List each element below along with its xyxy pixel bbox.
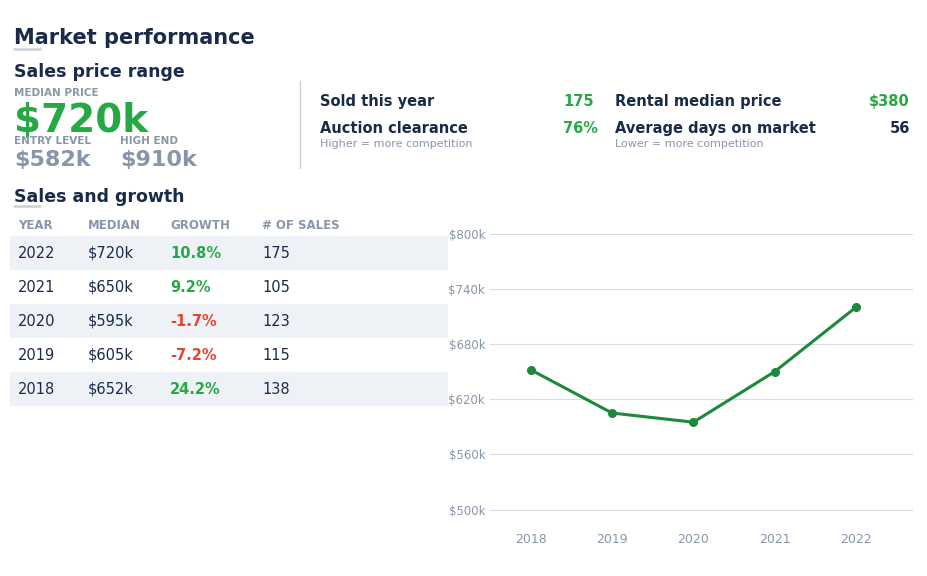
Text: Higher = more competition: Higher = more competition <box>320 139 473 149</box>
Text: 9.2%: 9.2% <box>170 279 210 294</box>
Text: Sold this year: Sold this year <box>320 94 434 109</box>
Text: MEDIAN PRICE: MEDIAN PRICE <box>14 88 98 98</box>
Text: $910k: $910k <box>120 150 197 170</box>
Text: Lower = more competition: Lower = more competition <box>615 139 764 149</box>
Text: -1.7%: -1.7% <box>170 313 217 328</box>
Text: 2022: 2022 <box>18 245 56 260</box>
Text: 24.2%: 24.2% <box>170 381 221 396</box>
Text: $650k: $650k <box>88 279 133 294</box>
Text: Auction clearance: Auction clearance <box>320 121 468 136</box>
Text: GROWTH: GROWTH <box>170 219 230 232</box>
Text: $720k: $720k <box>88 245 134 260</box>
Text: YEAR: YEAR <box>18 219 53 232</box>
Text: ENTRY LEVEL: ENTRY LEVEL <box>14 136 91 146</box>
FancyBboxPatch shape <box>10 236 448 270</box>
Text: 2018: 2018 <box>18 381 56 396</box>
Text: HIGH END: HIGH END <box>120 136 178 146</box>
Text: 175: 175 <box>563 94 593 109</box>
Text: Sales and growth: Sales and growth <box>14 188 184 206</box>
Text: Rental median price: Rental median price <box>615 94 781 109</box>
Text: 138: 138 <box>262 381 289 396</box>
FancyBboxPatch shape <box>10 304 448 338</box>
Text: 56: 56 <box>890 121 910 136</box>
Text: # OF SALES: # OF SALES <box>262 219 339 232</box>
Text: 10.8%: 10.8% <box>170 245 222 260</box>
Text: 2019: 2019 <box>18 347 56 362</box>
Text: 105: 105 <box>262 279 290 294</box>
Text: 175: 175 <box>262 245 290 260</box>
Text: $582k: $582k <box>14 150 91 170</box>
Text: 115: 115 <box>262 347 290 362</box>
FancyBboxPatch shape <box>10 372 448 406</box>
Text: Market performance: Market performance <box>14 28 255 48</box>
Text: -7.2%: -7.2% <box>170 347 217 362</box>
Text: $380: $380 <box>870 94 910 109</box>
Text: MEDIAN: MEDIAN <box>88 219 141 232</box>
Text: $652k: $652k <box>88 381 133 396</box>
Text: Average days on market: Average days on market <box>615 121 816 136</box>
Text: 123: 123 <box>262 313 290 328</box>
Text: 2020: 2020 <box>18 313 56 328</box>
Text: 2021: 2021 <box>18 279 56 294</box>
Text: 76%: 76% <box>563 121 598 136</box>
Text: Sales price range: Sales price range <box>14 63 184 81</box>
Text: $720k: $720k <box>14 102 148 140</box>
Text: $605k: $605k <box>88 347 133 362</box>
Text: $595k: $595k <box>88 313 133 328</box>
